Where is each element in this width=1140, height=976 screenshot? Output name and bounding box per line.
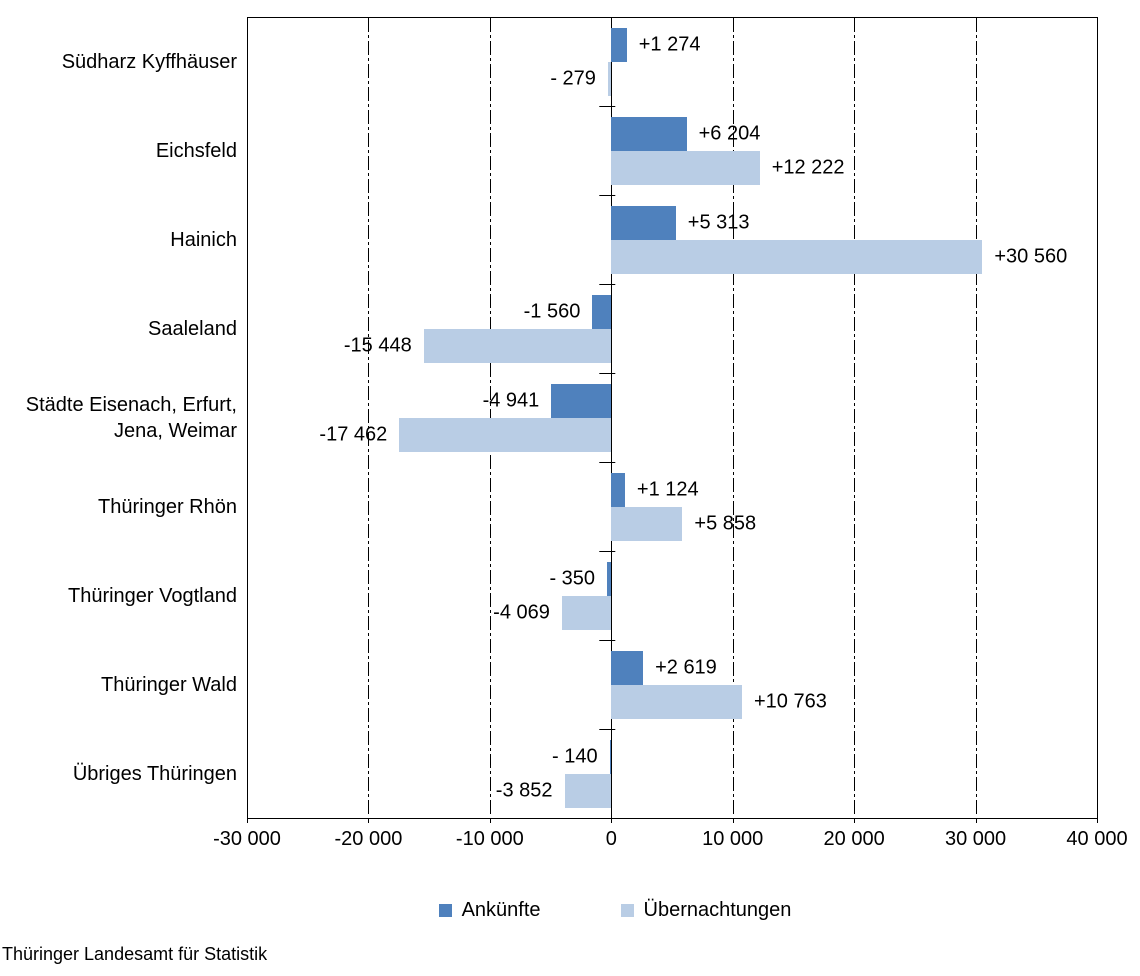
value-label: - 350	[549, 567, 596, 589]
bar-ankuenfte	[611, 472, 625, 507]
bar-uebernachtungen	[611, 506, 683, 541]
legend-label: Übernachtungen	[643, 899, 792, 921]
category-label: Städte Eisenach, Erfurt, Jena, Weimar	[25, 393, 237, 442]
bar-uebernachtungen	[561, 595, 612, 630]
value-label: -17 462	[319, 423, 388, 445]
bar-uebernachtungen	[607, 61, 612, 96]
category-label: Thüringer Vogtland	[67, 584, 237, 607]
category-label: Übriges Thüringen	[72, 762, 237, 785]
bar-uebernachtungen	[611, 150, 760, 185]
value-label: -3 852	[495, 779, 553, 801]
value-label: +2 619	[655, 656, 717, 678]
plot-border	[247, 17, 1098, 819]
value-label: +1 274	[638, 33, 701, 55]
x-axis-label: 10 000	[702, 828, 764, 850]
value-label: +5 313	[687, 211, 750, 233]
source-text: Thüringer Landesamt für Statistik	[2, 944, 268, 964]
bar-ankuenfte	[611, 116, 687, 151]
legend-item: Ankünfte	[438, 899, 541, 922]
bar-ankuenfte	[611, 205, 676, 240]
x-axis-label: 0	[605, 828, 617, 850]
bar-ankuenfte	[592, 294, 612, 329]
x-axis-label: -30 000	[213, 828, 281, 850]
bar-ankuenfte	[611, 27, 627, 62]
bar-ankuenfte	[611, 650, 644, 685]
category-label: Eichsfeld	[155, 139, 237, 162]
bar-ankuenfte	[607, 561, 612, 596]
bar-uebernachtungen	[611, 239, 983, 274]
x-axis-label: -10 000	[455, 828, 524, 850]
value-label: +1 124	[636, 478, 699, 500]
value-label: -4 069	[493, 601, 550, 623]
x-axis-label: -20 000	[334, 828, 403, 850]
bar-uebernachtungen	[564, 773, 612, 808]
value-label: +6 204	[698, 122, 761, 144]
value-label: -15 448	[343, 334, 412, 356]
category-label: Südharz Kyffhäuser	[61, 50, 237, 73]
value-label: +30 560	[994, 245, 1068, 267]
category-label: Hainich	[170, 228, 237, 251]
x-axis-label: 20 000	[823, 828, 885, 850]
bar-uebernachtungen	[399, 417, 612, 452]
legend-swatch-icon	[620, 904, 634, 917]
value-label: - 140	[552, 745, 598, 767]
legend: Ankünfte Übernachtungen	[0, 899, 1140, 922]
bar-ankuenfte	[551, 383, 612, 418]
value-label: -4 941	[482, 389, 540, 411]
bar-uebernachtungen	[611, 684, 742, 719]
value-label: +10 763	[753, 690, 827, 712]
x-axis-label: 30 000	[944, 828, 1007, 850]
value-label: - 279	[550, 67, 596, 89]
category-label: Saaleland	[148, 317, 237, 340]
bar-uebernachtungen	[423, 328, 612, 363]
value-label: -1 560	[523, 300, 581, 322]
legend-item: Übernachtungen	[620, 899, 792, 922]
x-axis-label: 40 000	[1066, 828, 1128, 850]
value-label: +5 858	[694, 512, 757, 534]
bar-ankuenfte	[609, 739, 612, 774]
category-label: Thüringer Rhön	[98, 495, 237, 518]
legend-label: Ankünfte	[461, 899, 541, 921]
value-label: +12 222	[771, 156, 845, 178]
legend-swatch-icon	[438, 904, 452, 917]
category-label: Thüringer Wald	[101, 673, 237, 696]
